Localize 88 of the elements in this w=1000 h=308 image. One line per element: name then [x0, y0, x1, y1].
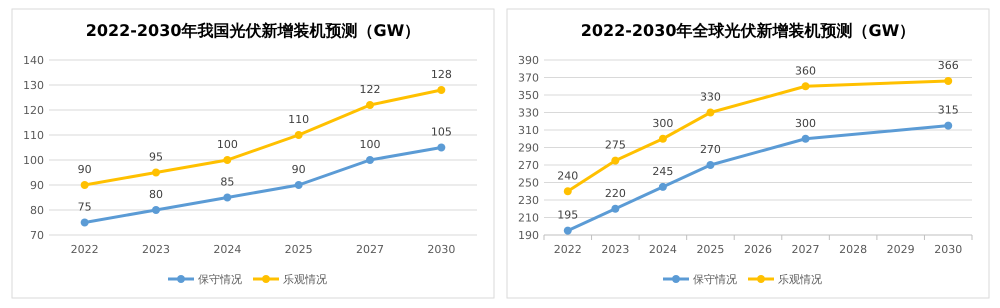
data-label: 300: [795, 116, 816, 130]
data-label: 95: [149, 150, 163, 164]
y-tick-label: 130: [23, 79, 44, 92]
y-tick-label: 190: [518, 229, 539, 242]
data-label: 110: [288, 113, 310, 126]
y-tick-label: 310: [518, 124, 539, 137]
x-tick-label: 2027: [356, 243, 384, 256]
y-tick-label: 390: [518, 54, 539, 67]
data-label: 245: [652, 164, 674, 178]
data-label: 220: [604, 186, 626, 200]
data-label: 100: [360, 138, 380, 151]
y-tick-label: 290: [518, 142, 539, 154]
point: [658, 134, 667, 143]
x-tick-label: 2022: [70, 243, 99, 256]
point: [944, 77, 952, 85]
point: [294, 181, 303, 189]
data-label: 85: [220, 176, 234, 188]
y-tick-label: 230: [518, 194, 539, 207]
point: [944, 122, 952, 130]
legend-label: 保守情况: [198, 273, 242, 286]
point: [706, 161, 714, 169]
y-tick-label: 90: [30, 179, 44, 192]
data-label: 315: [938, 104, 959, 117]
x-tick-label: 2029: [886, 243, 915, 256]
point: [564, 226, 572, 235]
x-tick-label: 2024: [648, 243, 677, 256]
y-tick-label: 100: [23, 154, 44, 167]
y-tick-label: 270: [518, 159, 539, 172]
data-label: 90: [292, 163, 306, 176]
point: [366, 101, 374, 109]
x-tick-label: 2022: [554, 243, 582, 256]
data-label: 275: [604, 138, 626, 152]
data-label: 270: [700, 143, 721, 156]
x-tick-label: 2023: [142, 243, 170, 256]
y-tick-label: 330: [518, 106, 539, 120]
data-label: 100: [216, 138, 238, 151]
point: [152, 206, 160, 214]
data-label: 330: [700, 90, 721, 104]
point: [611, 156, 620, 165]
y-tick-label: 210: [518, 212, 539, 224]
point: [564, 187, 572, 196]
point: [152, 168, 160, 176]
x-tick-label: 2030: [427, 243, 456, 256]
point: [658, 182, 667, 191]
x-tick-label: 2027: [792, 243, 820, 256]
x-tick-label: 2024: [213, 243, 242, 256]
data-label: 122: [360, 83, 380, 96]
point: [223, 156, 232, 164]
data-label: 80: [149, 188, 163, 201]
y-tick-label: 70: [30, 229, 44, 242]
data-label: 240: [557, 169, 578, 182]
point: [437, 86, 446, 94]
point: [706, 108, 714, 116]
data-label: 300: [652, 116, 674, 130]
x-tick-label: 2025: [696, 243, 724, 256]
data-label: 105: [430, 126, 452, 138]
y-tick-label: 370: [518, 72, 539, 84]
chart-title: 2022-2030年全球光伏新增装机预测（GW）: [580, 21, 916, 40]
data-label: 195: [557, 208, 578, 222]
y-tick-label: 140: [23, 54, 44, 67]
point: [802, 82, 810, 90]
point: [80, 218, 89, 226]
y-tick-label: 350: [518, 89, 539, 102]
x-tick-label: 2026: [744, 243, 772, 256]
point: [80, 181, 89, 189]
x-tick-label: 2025: [284, 243, 313, 256]
data-label: 90: [78, 163, 92, 176]
legend-label: 保守情况: [693, 273, 737, 286]
data-label: 366: [938, 59, 959, 72]
y-tick-label: 120: [23, 104, 44, 117]
point: [611, 204, 620, 213]
point: [223, 194, 232, 202]
x-tick-label: 2023: [601, 243, 630, 256]
point: [802, 134, 810, 143]
y-tick-label: 250: [518, 176, 539, 190]
data-label: 75: [78, 200, 92, 214]
point: [294, 131, 303, 139]
y-tick-label: 110: [23, 129, 44, 142]
data-label: 128: [430, 68, 452, 81]
point: [437, 144, 446, 152]
data-label: 360: [795, 64, 816, 78]
y-tick-label: 80: [30, 204, 44, 217]
legend-label: 乐观情况: [283, 273, 327, 286]
x-tick-label: 2028: [839, 243, 868, 256]
chart-title: 2022-2030年我国光伏新增装机预测（GW）: [86, 21, 420, 40]
legend-label: 乐观情况: [778, 273, 822, 286]
point: [366, 156, 374, 164]
x-tick-label: 2030: [934, 243, 962, 256]
